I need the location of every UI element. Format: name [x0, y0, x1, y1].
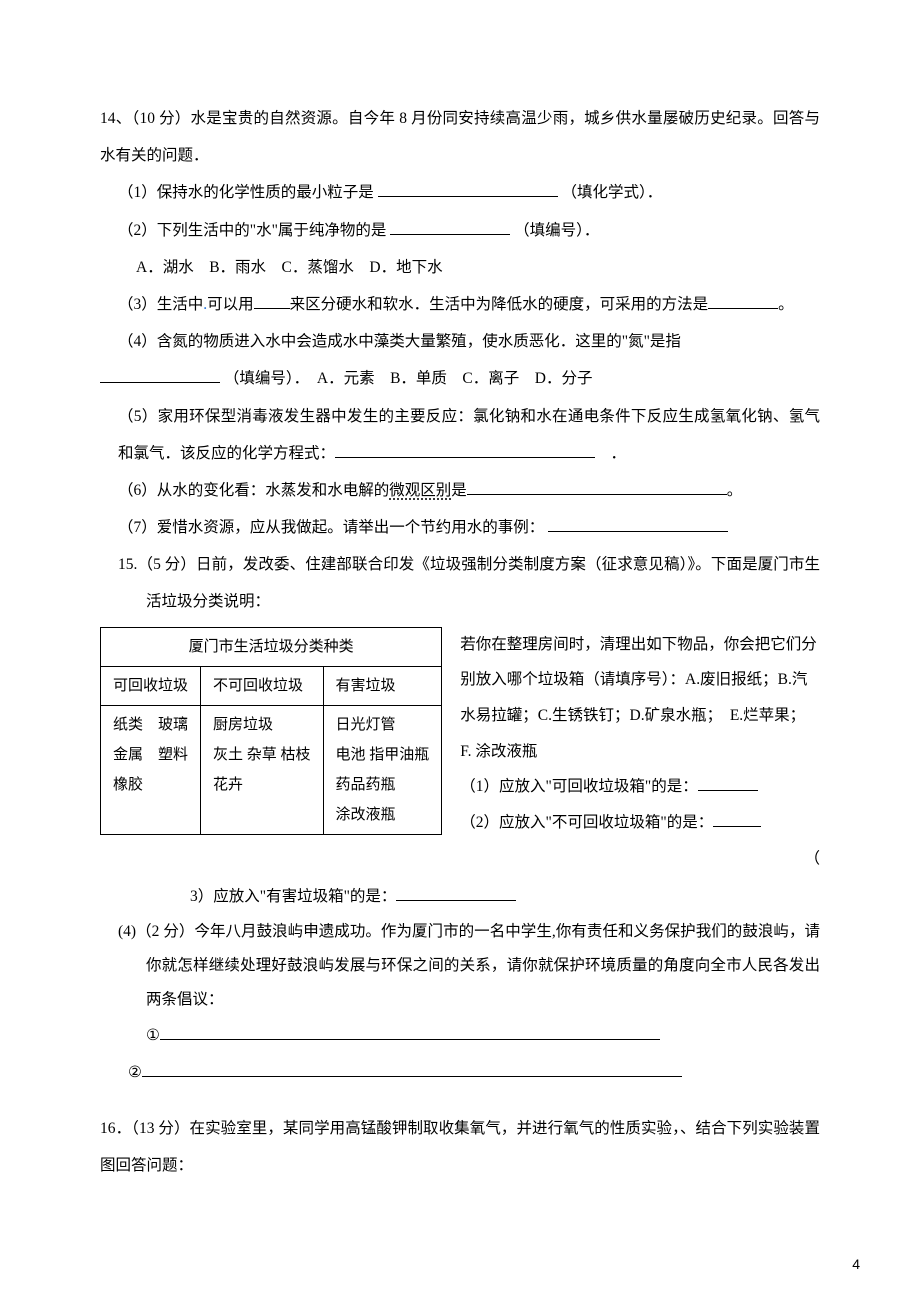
q14-part4: （4）含氮的物质进入水中会造成水中藻类大量繁殖，使水质恶化．这里的"氮"是指 [100, 323, 820, 360]
blank-q14-1[interactable] [378, 179, 558, 197]
waste-table-wrap: 厦门市生活垃圾分类种类 可回收垃圾 不可回收垃圾 有害垃圾 纸类 玻璃 金属 塑… [100, 627, 442, 835]
blank-q14-4[interactable] [100, 365, 220, 383]
waste-header-1: 可回收垃圾 [101, 666, 201, 705]
blank-q14-5[interactable] [335, 440, 595, 458]
q14-part5: （5）家用环保型消毒液发生器中发生的主要反应：氯化钠和水在通电条件下反应生成氢氧… [100, 398, 820, 472]
q14-p4-a: （4）含氮的物质进入水中会造成水中藻类大量繁殖，使水质恶化．这里的"氮"是指 [118, 333, 681, 350]
waste-c2-r1: 厨房垃圾 [213, 710, 311, 740]
waste-c2-r3: 花卉 [213, 770, 311, 800]
blank-q15-b1[interactable] [160, 1022, 660, 1040]
waste-header-3: 有害垃圾 [323, 666, 442, 705]
waste-col2: 厨房垃圾 灰土 杂草 枯枝 花卉 [201, 705, 324, 834]
waste-c3-r4: 涂改液瓶 [336, 800, 430, 830]
q15-hanging-paren: （ [100, 840, 820, 877]
blank-q15-2[interactable] [713, 809, 761, 827]
q15-r2: （2）应放入"不可回收垃圾箱"的是： [460, 805, 820, 841]
q14-p2-text: （2）下列生活中的"水"属于纯净物的是 [118, 222, 386, 239]
blank-q14-3b[interactable] [708, 291, 778, 309]
q14-p5-tail: ． [611, 445, 627, 462]
q15-table-and-text: 厦门市生活垃圾分类种类 可回收垃圾 不可回收垃圾 有害垃圾 纸类 玻璃 金属 塑… [100, 627, 820, 841]
blank-q14-2[interactable] [390, 217, 510, 235]
q15-stem: 15.（5 分）日前，发改委、住建部联合印发《垃圾强制分类制度方案（征求意见稿）… [100, 546, 820, 620]
q16-stem: 16．（13 分）在实验室里，某同学用高锰酸钾制取收集氧气，并进行氧气的性质实验… [100, 1110, 820, 1184]
q14-p6-b: 是 [451, 482, 467, 499]
q14-stem: 14、（10 分）水是宝贵的自然资源。自今年 8 月份同安持续高温少雨，城乡供水… [100, 100, 820, 174]
q14-p6-a: （6）从水的变化看：水蒸发和水电解的 [118, 482, 389, 499]
q15-blank1-line: ① [100, 1017, 820, 1054]
waste-c3-r3: 药品药瓶 [336, 770, 430, 800]
waste-header-2: 不可回收垃圾 [201, 666, 324, 705]
q15-right-intro: 若你在整理房间时，清理出如下物品，你会把它们分别放入哪个垃圾箱（请填序号）：A.… [460, 627, 820, 770]
q14-part3: （3）生活中.可以用来区分硬水和软水．生活中为降低水的硬度，可采用的方法是。 [100, 286, 820, 323]
waste-c3-r2: 电池 指甲油瓶 [336, 740, 430, 770]
waste-c1-r2: 金属 塑料 [113, 740, 188, 770]
q14-p3-a: （3）生活中 [118, 296, 203, 313]
waste-c1-r3: 橡胶 [113, 770, 188, 800]
q14-p3-tail: 。 [778, 296, 794, 313]
blank-q15-3[interactable] [396, 883, 516, 901]
waste-c3-r1: 日光灯管 [336, 710, 430, 740]
q14-p3-b: 可以用 [207, 296, 254, 313]
q14-p3-c: 来区分硬水和软水．生活中为降低水的硬度，可采用的方法是 [290, 296, 709, 313]
exam-page: 14、（10 分）水是宝贵的自然资源。自今年 8 月份同安持续高温少雨，城乡供水… [0, 0, 920, 1302]
blank-q14-6[interactable] [467, 477, 727, 495]
q14-part1: （1）保持水的化学性质的最小粒子是 （填化学式）． [100, 174, 820, 211]
q15-r3-text: 3）应放入"有害垃圾箱"的是： [190, 888, 396, 905]
blank-q15-b2[interactable] [142, 1059, 682, 1077]
q15-r3-line: 3）应放入"有害垃圾箱"的是： [100, 878, 820, 915]
q15-right-column: 若你在整理房间时，清理出如下物品，你会把它们分别放入哪个垃圾箱（请填序号）：A.… [460, 627, 820, 841]
spacer [100, 1092, 820, 1110]
q15-r2-text: （2）应放入"不可回收垃圾箱"的是： [460, 814, 713, 831]
waste-table: 厦门市生活垃圾分类种类 可回收垃圾 不可回收垃圾 有害垃圾 纸类 玻璃 金属 塑… [100, 627, 442, 835]
q15-r1-text: （1）应放入"可回收垃圾箱"的是： [460, 778, 697, 795]
q14-p1-tail: （填化学式）． [562, 184, 663, 201]
q14-part4-line2: （填编号）． A．元素 B．单质 C．离子 D．分子 [100, 360, 820, 397]
decorative-dot-icon [595, 445, 611, 462]
waste-c2-r2: 灰土 杂草 枯枝 [213, 740, 311, 770]
q14-p2-tail: （填编号）． [514, 222, 599, 239]
q14-part7: （7）爱惜水资源，应从我做起。请举出一个节约用水的事例： [100, 509, 820, 546]
q15-blank2-line: ② [100, 1054, 820, 1091]
blank-q14-7[interactable] [548, 514, 728, 532]
waste-col1: 纸类 玻璃 金属 塑料 橡胶 [101, 705, 201, 834]
q14-p1-text: （1）保持水的化学性质的最小粒子是 [118, 184, 374, 201]
blank-q14-3a[interactable] [254, 291, 290, 309]
waste-col3: 日光灯管 电池 指甲油瓶 药品药瓶 涂改液瓶 [323, 705, 442, 834]
q14-p2-options: A．湖水 B．雨水 C．蒸馏水 D．地下水 [100, 249, 820, 286]
blank-q15-1[interactable] [698, 773, 758, 791]
waste-table-title: 厦门市生活垃圾分类种类 [101, 627, 442, 666]
q14-p4-b: （填编号）． A．元素 B．单质 C．离子 D．分子 [224, 370, 593, 387]
q15-b1-label: ① [146, 1027, 160, 1044]
page-number: 4 [852, 1256, 860, 1272]
q14-part2: （2）下列生活中的"水"属于纯净物的是 （填编号）． [100, 212, 820, 249]
q15-part4: (4)（2 分）今年八月鼓浪屿申遗成功。作为厦门市的一名中学生,你有责任和义务保… [100, 915, 820, 1017]
q14-p7-text: （7）爱惜水资源，应从我做起。请举出一个节约用水的事例： [118, 519, 544, 536]
q15-b2-label: ② [128, 1064, 142, 1081]
q15-r1: （1）应放入"可回收垃圾箱"的是： [460, 769, 820, 805]
q14-part6: （6）从水的变化看：水蒸发和水电解的微观区别是 。 [100, 472, 820, 509]
waste-c1-r1: 纸类 玻璃 [113, 710, 188, 740]
q14-p6-tail: 。 [727, 482, 743, 499]
q14-p6-underline: 微观区别 [389, 482, 451, 499]
